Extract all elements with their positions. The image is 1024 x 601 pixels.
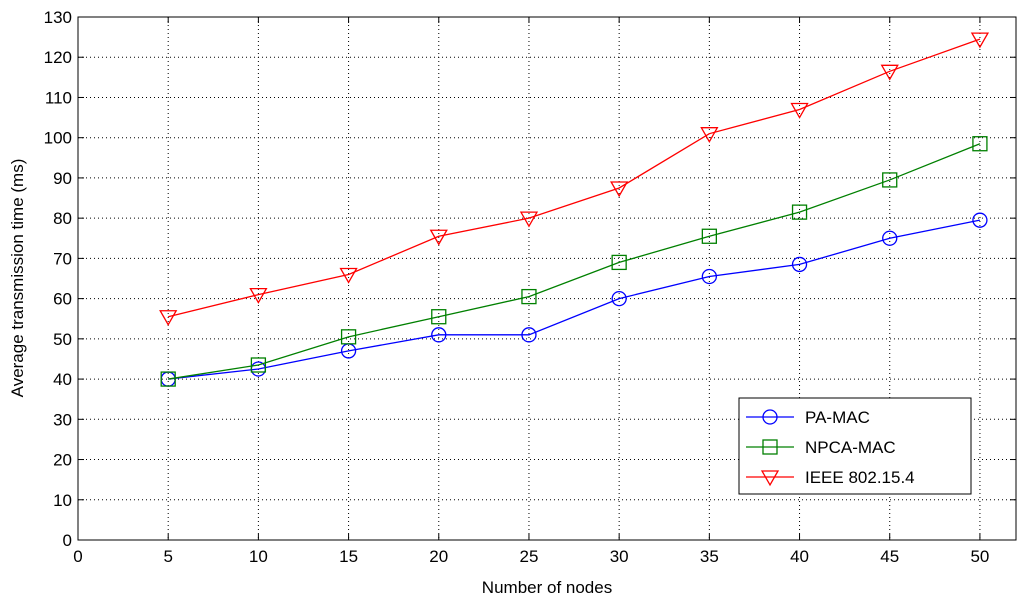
legend-items: PA-MAC NPCA-MAC IEEE 802.15.4 (746, 408, 915, 487)
y-tick-label: 10 (53, 491, 72, 510)
data-point-marker (882, 172, 898, 188)
y-axis-label: Average transmission time (ms) (8, 159, 27, 398)
legend-item: NPCA-MAC (746, 438, 896, 457)
x-tick-label: 30 (610, 547, 629, 566)
data-point-marker (519, 211, 539, 228)
data-point-marker (521, 327, 537, 343)
y-tick-label: 60 (53, 290, 72, 309)
data-point-marker (340, 329, 357, 345)
data-point-marker (610, 181, 629, 198)
data-point-marker (160, 371, 176, 387)
series-npca-mac (160, 136, 988, 387)
y-tick-label: 70 (53, 249, 72, 268)
grid-lines (78, 17, 1016, 540)
data-point-marker (700, 127, 719, 143)
data-point-marker (970, 32, 990, 49)
x-tick-label: 0 (73, 547, 82, 566)
data-point-marker (880, 64, 899, 81)
data-point-marker (429, 229, 448, 246)
data-point-marker (972, 136, 988, 152)
data-point-marker (882, 230, 898, 246)
data-point-marker (431, 309, 447, 325)
y-tick-label: 130 (44, 8, 72, 27)
plot-area-frame (77, 16, 1017, 541)
legend-marker-swatch (762, 409, 778, 425)
data-point-marker (521, 288, 537, 305)
y-tick-label: 80 (53, 209, 72, 228)
y-tick-label: 40 (53, 370, 72, 389)
data-point-marker (790, 102, 809, 119)
y-tick-label: 100 (44, 129, 72, 148)
legend-marker-swatch (762, 439, 778, 455)
data-point-marker (701, 268, 717, 285)
y-tick-label: 120 (44, 48, 72, 67)
data-point-marker (972, 212, 988, 228)
legend-marker-swatch (760, 470, 780, 487)
y-tick-label: 90 (53, 169, 72, 188)
y-tick-label: 30 (53, 410, 72, 429)
x-tick-label: 15 (339, 547, 358, 566)
data-point-marker (791, 256, 808, 273)
legend: PA-MAC NPCA-MAC IEEE 802.15.4 (738, 397, 972, 495)
series-line (168, 143, 981, 380)
x-tick-label: 35 (700, 547, 719, 566)
legend-label: PA-MAC (805, 408, 870, 427)
legend-label: IEEE 802.15.4 (805, 468, 915, 487)
data-point-marker (701, 228, 717, 244)
series-line (168, 219, 981, 380)
legend-item: IEEE 802.15.4 (746, 468, 915, 487)
x-axis-label: Number of nodes (482, 578, 612, 597)
x-tick-label: 25 (520, 547, 539, 566)
data-point-marker (250, 357, 267, 373)
y-axis-ticks: 0 10 20 30 40 50 60 70 80 90 100 110 120 130 (44, 8, 1016, 550)
data-point-marker (611, 254, 627, 271)
x-tick-label: 5 (163, 547, 172, 566)
x-tick-label: 45 (880, 547, 899, 566)
data-point-marker (339, 267, 358, 284)
x-tick-label: 40 (790, 547, 809, 566)
data-point-marker (611, 290, 627, 307)
x-axis-ticks: 0 5 10 15 20 25 30 35 40 45 50 (73, 17, 989, 566)
series-ieee-802-15-4 (159, 32, 990, 327)
data-point-marker (159, 310, 178, 327)
legend-item: PA-MAC (746, 408, 870, 427)
y-tick-label: 50 (53, 330, 72, 349)
x-tick-label: 10 (249, 547, 268, 566)
x-tick-label: 50 (970, 547, 989, 566)
x-tick-label: 20 (429, 547, 448, 566)
y-tick-label: 0 (63, 531, 72, 550)
y-tick-label: 110 (45, 88, 72, 107)
y-tick-label: 20 (53, 451, 72, 470)
legend-box (738, 397, 972, 495)
data-point-marker (431, 327, 447, 343)
data-point-marker (249, 287, 268, 304)
legend-label: NPCA-MAC (805, 438, 896, 457)
series-line (168, 38, 981, 318)
data-point-marker (791, 204, 808, 220)
series-layer (159, 32, 990, 387)
